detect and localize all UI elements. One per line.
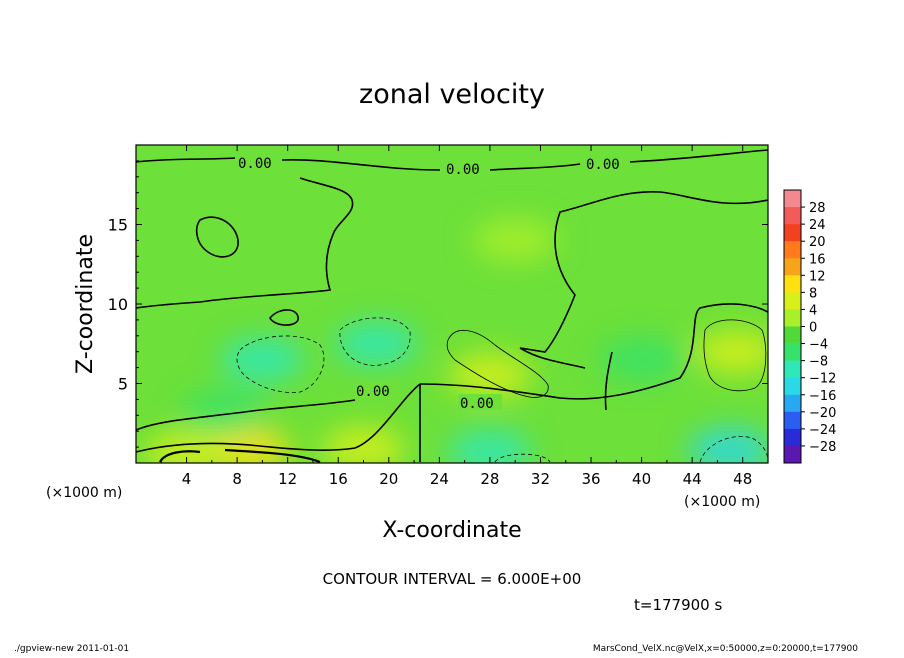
contour-negative-center (339, 317, 411, 366)
y-tick-label: 5 (118, 375, 128, 394)
colorbar-label: 12 (809, 269, 826, 284)
contour-zero-top (136, 149, 768, 171)
contour-lines (136, 149, 768, 463)
colorbar-swatch (784, 377, 801, 396)
colorbar-label: 0 (809, 321, 817, 336)
contour-label: 0.00 (238, 156, 272, 172)
contour-label: 0.00 (460, 396, 494, 412)
colorbar-label: −4 (809, 338, 828, 353)
contour-positive-bottom-left (159, 448, 321, 463)
colorbar-swatch (784, 275, 801, 293)
colorbar-label: 16 (809, 252, 826, 267)
contour-zero-right-region (519, 191, 768, 411)
contour-zero-bottom (136, 383, 421, 462)
plot-area: 0.00 0.00 0.00 0.00 0.00 (135, 144, 769, 464)
colorbar-label: 20 (809, 235, 826, 250)
colorbar-swatch (784, 326, 801, 344)
anomaly-blob (447, 353, 532, 398)
colorbar-swatch (784, 411, 801, 430)
colorbar-label: −28 (809, 440, 836, 455)
x-tick-label: 28 (480, 470, 499, 488)
contour-zero-left-loop (195, 216, 239, 258)
contour-label: 0.00 (356, 384, 390, 400)
contour-zero-upper-region (136, 177, 354, 309)
colorbar-label: 28 (809, 201, 826, 216)
x-unit-left: (×1000 m) (46, 485, 122, 501)
anomaly-blob (473, 218, 558, 263)
colorbar-swatch (784, 343, 801, 361)
colorbar-swatch (784, 445, 801, 464)
colorbar-label: −16 (809, 389, 836, 404)
anomaly-blob (334, 321, 419, 366)
x-tick-labels: 4 8 12 16 20 24 28 32 36 40 44 48 (182, 470, 752, 488)
contour-negative-left (236, 335, 325, 393)
x-tick-label: 40 (632, 470, 651, 488)
x-tick-label: 48 (733, 470, 752, 488)
x-tick-label: 16 (329, 470, 348, 488)
x-tick-label: 4 (182, 470, 192, 488)
colorbar-label: −20 (809, 406, 836, 421)
x-axis-label: X-coordinate (382, 518, 521, 543)
colorbar: 28 24 20 16 12 8 4 0 −4 −8 −12 −16 −20 −24 −28 (783, 189, 836, 464)
x-tick-label: 20 (379, 470, 398, 488)
contour-negative-bottom-center (494, 453, 551, 463)
anomaly-blob (447, 429, 532, 463)
colorbar-label: 24 (809, 218, 826, 233)
colorbar-swatch (784, 258, 801, 276)
footer-right: MarsCond_VelX.nc@VelX,x=0:50000,z=0:2000… (593, 644, 858, 654)
colorbar-swatch (784, 241, 801, 259)
anomaly-blob (220, 337, 305, 382)
colorbar-swatch (784, 360, 801, 378)
colorbar-label: −24 (809, 423, 836, 438)
x-tick-label: 44 (683, 470, 702, 488)
colorbar-swatch (784, 190, 801, 208)
y-tick-labels: 5 10 15 (108, 216, 128, 394)
contour-negative-bottom-right (699, 436, 768, 463)
x-tick-label: 8 (232, 470, 242, 488)
tick-marks (136, 145, 768, 463)
colorbar-swatches (784, 190, 801, 464)
contour-label-group: 0.00 0.00 0.00 0.00 0.00 (236, 154, 628, 412)
colorbar-label: 8 (809, 286, 817, 301)
colorbar-swatch (784, 224, 801, 242)
colorbar-swatch (784, 394, 801, 413)
y-axis-label: Z-coordinate (73, 234, 98, 374)
colorbar-label: −12 (809, 372, 836, 387)
contour-label: 0.00 (586, 157, 620, 173)
x-tick-label: 24 (430, 470, 449, 488)
anomaly-blob (321, 426, 406, 463)
contour-zero-small-loop (269, 309, 299, 326)
colorbar-label: 4 (809, 303, 817, 318)
contour-positive-center (446, 330, 549, 398)
anomaly-blob (599, 337, 684, 382)
anomaly-blob (688, 428, 768, 463)
contour-interval: CONTOUR INTERVAL = 6.000E+00 (323, 570, 582, 588)
colorbar-labels: 28 24 20 16 12 8 4 0 −4 −8 −12 −16 −20 −24 −28 (801, 201, 836, 455)
anomaly-blob (694, 329, 768, 374)
colorbar-swatch (784, 428, 801, 447)
contour-zero-lower (136, 303, 768, 431)
anomaly-blob (144, 431, 229, 463)
colorbar-label: −8 (809, 355, 828, 370)
x-tick-label: 36 (581, 470, 600, 488)
y-tick-label: 15 (108, 216, 128, 235)
y-tick-label: 10 (108, 295, 128, 314)
x-tick-label: 32 (531, 470, 550, 488)
colorbar-swatch (784, 207, 801, 225)
chart-title: zonal velocity (359, 79, 545, 110)
anomaly-blob (182, 390, 267, 435)
x-tick-label: 12 (278, 470, 297, 488)
time-stamp: t=177900 s (634, 596, 722, 614)
colorbar-swatch (784, 309, 801, 327)
x-unit-right: (×1000 m) (684, 494, 760, 510)
contour-label: 0.00 (446, 162, 480, 178)
contour-positive-right (703, 319, 767, 392)
footer-left: ./gpview-new 2011-01-01 (14, 644, 129, 654)
colorbar-swatch (784, 292, 801, 310)
